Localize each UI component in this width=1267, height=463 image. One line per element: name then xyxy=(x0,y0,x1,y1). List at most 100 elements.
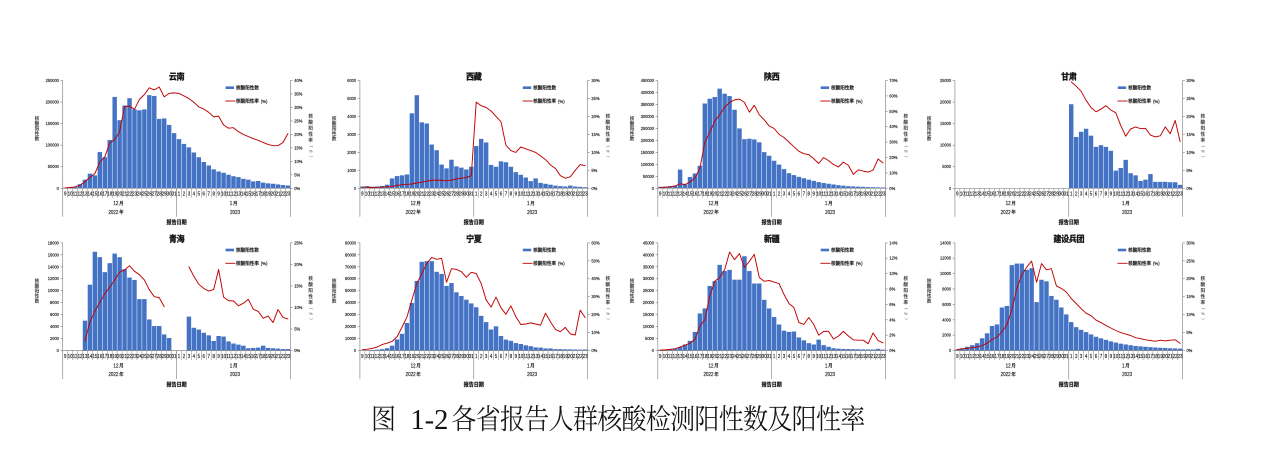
svg-text:10%: 10% xyxy=(889,170,897,175)
svg-text:19: 19 xyxy=(1158,353,1163,360)
svg-text:5%: 5% xyxy=(1186,168,1192,173)
svg-text:10: 10 xyxy=(1113,353,1118,360)
svg-text:10%: 10% xyxy=(294,305,302,310)
svg-text:1: 1 xyxy=(475,191,478,198)
svg-text:19: 19 xyxy=(409,191,414,198)
svg-text:17: 17 xyxy=(256,191,261,198)
svg-text:30: 30 xyxy=(464,353,469,360)
svg-text:14: 14 xyxy=(980,353,985,360)
svg-text:1: 1 xyxy=(475,353,478,360)
svg-text:17: 17 xyxy=(400,191,405,198)
svg-text:5: 5 xyxy=(1090,191,1093,198)
svg-text:12%: 12% xyxy=(889,255,897,260)
svg-text:8: 8 xyxy=(1105,191,1108,198)
svg-text:16: 16 xyxy=(97,353,102,360)
svg-text:22: 22 xyxy=(722,191,727,198)
svg-text:31: 31 xyxy=(1064,353,1069,360)
svg-text:4: 4 xyxy=(193,353,196,360)
svg-text:6000: 6000 xyxy=(942,302,951,307)
svg-text:19: 19 xyxy=(563,353,568,360)
svg-text:2023: 2023 xyxy=(527,210,537,216)
svg-text:14: 14 xyxy=(836,191,841,198)
svg-text:9: 9 xyxy=(217,191,220,198)
svg-text:25%: 25% xyxy=(294,118,302,123)
svg-text:5000: 5000 xyxy=(942,164,951,169)
svg-text:1: 1 xyxy=(1122,201,1125,207)
svg-text:21: 21 xyxy=(717,353,722,360)
svg-text:4: 4 xyxy=(490,353,493,360)
svg-text:16: 16 xyxy=(692,353,697,360)
svg-text:1: 1 xyxy=(230,363,233,369)
svg-text:25%: 25% xyxy=(591,96,599,101)
svg-text:16: 16 xyxy=(548,353,553,360)
svg-text:30: 30 xyxy=(762,191,767,198)
svg-text:4: 4 xyxy=(193,191,196,198)
svg-text:23: 23 xyxy=(132,191,137,198)
svg-text:6: 6 xyxy=(203,353,206,360)
svg-text:100000: 100000 xyxy=(641,162,655,167)
svg-text:23: 23 xyxy=(881,191,886,198)
svg-text:19: 19 xyxy=(1158,191,1163,198)
svg-text:0%: 0% xyxy=(889,348,895,353)
svg-text:16: 16 xyxy=(692,191,697,198)
svg-text:20: 20 xyxy=(1009,191,1014,198)
svg-text:15: 15 xyxy=(246,191,251,198)
svg-text:9: 9 xyxy=(812,353,815,360)
svg-text:17: 17 xyxy=(697,353,702,360)
svg-text:14: 14 xyxy=(1133,353,1138,360)
svg-text:13: 13 xyxy=(1128,353,1133,360)
svg-text:10000: 10000 xyxy=(940,271,952,276)
svg-text:18: 18 xyxy=(558,191,563,198)
svg-text:3: 3 xyxy=(485,353,488,360)
svg-text:14: 14 xyxy=(683,353,688,360)
svg-text:8000: 8000 xyxy=(50,300,59,305)
svg-text:2: 2 xyxy=(1075,191,1078,198)
svg-text:15: 15 xyxy=(543,191,548,198)
svg-text:10%: 10% xyxy=(591,150,599,155)
svg-text:23: 23 xyxy=(285,191,290,198)
svg-text:15: 15 xyxy=(92,191,97,198)
svg-text:28: 28 xyxy=(1049,191,1054,198)
svg-text:2023: 2023 xyxy=(1122,210,1132,216)
svg-text:25: 25 xyxy=(1034,191,1039,198)
svg-text:250000: 250000 xyxy=(46,78,60,83)
svg-text:5: 5 xyxy=(495,353,498,360)
svg-text:5: 5 xyxy=(495,191,498,198)
svg-text:20%: 20% xyxy=(591,114,599,119)
svg-text:30%: 30% xyxy=(591,78,599,83)
svg-text:10: 10 xyxy=(518,353,523,360)
svg-text:5%: 5% xyxy=(1186,330,1192,335)
svg-text:0: 0 xyxy=(354,186,357,191)
svg-text:15: 15 xyxy=(543,353,548,360)
svg-text:16: 16 xyxy=(1143,191,1148,198)
svg-text:27: 27 xyxy=(152,191,157,198)
svg-text:10: 10 xyxy=(663,353,668,360)
svg-text:18: 18 xyxy=(261,353,266,360)
svg-text:15: 15 xyxy=(841,191,846,198)
svg-text:40000: 40000 xyxy=(345,300,357,305)
svg-text:19: 19 xyxy=(266,353,271,360)
svg-text:20: 20 xyxy=(866,353,871,360)
svg-text:13: 13 xyxy=(83,191,88,198)
svg-text:15: 15 xyxy=(92,353,97,360)
svg-text:20%: 20% xyxy=(294,262,302,267)
svg-text:4: 4 xyxy=(788,353,791,360)
svg-text:12: 12 xyxy=(1123,191,1128,198)
svg-text:0: 0 xyxy=(652,186,655,191)
svg-text:60%: 60% xyxy=(591,240,599,245)
svg-text:8: 8 xyxy=(808,191,811,198)
svg-text:6: 6 xyxy=(798,353,801,360)
svg-text:23: 23 xyxy=(429,191,434,198)
svg-text:18: 18 xyxy=(261,191,266,198)
svg-text:25%: 25% xyxy=(294,240,302,245)
svg-text:10: 10 xyxy=(68,191,73,198)
svg-text:14000: 14000 xyxy=(48,264,60,269)
svg-text:17: 17 xyxy=(400,353,405,360)
svg-text:6: 6 xyxy=(500,353,503,360)
svg-text:2022: 2022 xyxy=(406,372,416,378)
svg-text:14: 14 xyxy=(385,191,390,198)
svg-text:23: 23 xyxy=(881,353,886,360)
svg-text:23: 23 xyxy=(583,191,588,198)
svg-text:15: 15 xyxy=(841,353,846,360)
svg-text:28: 28 xyxy=(157,191,162,198)
